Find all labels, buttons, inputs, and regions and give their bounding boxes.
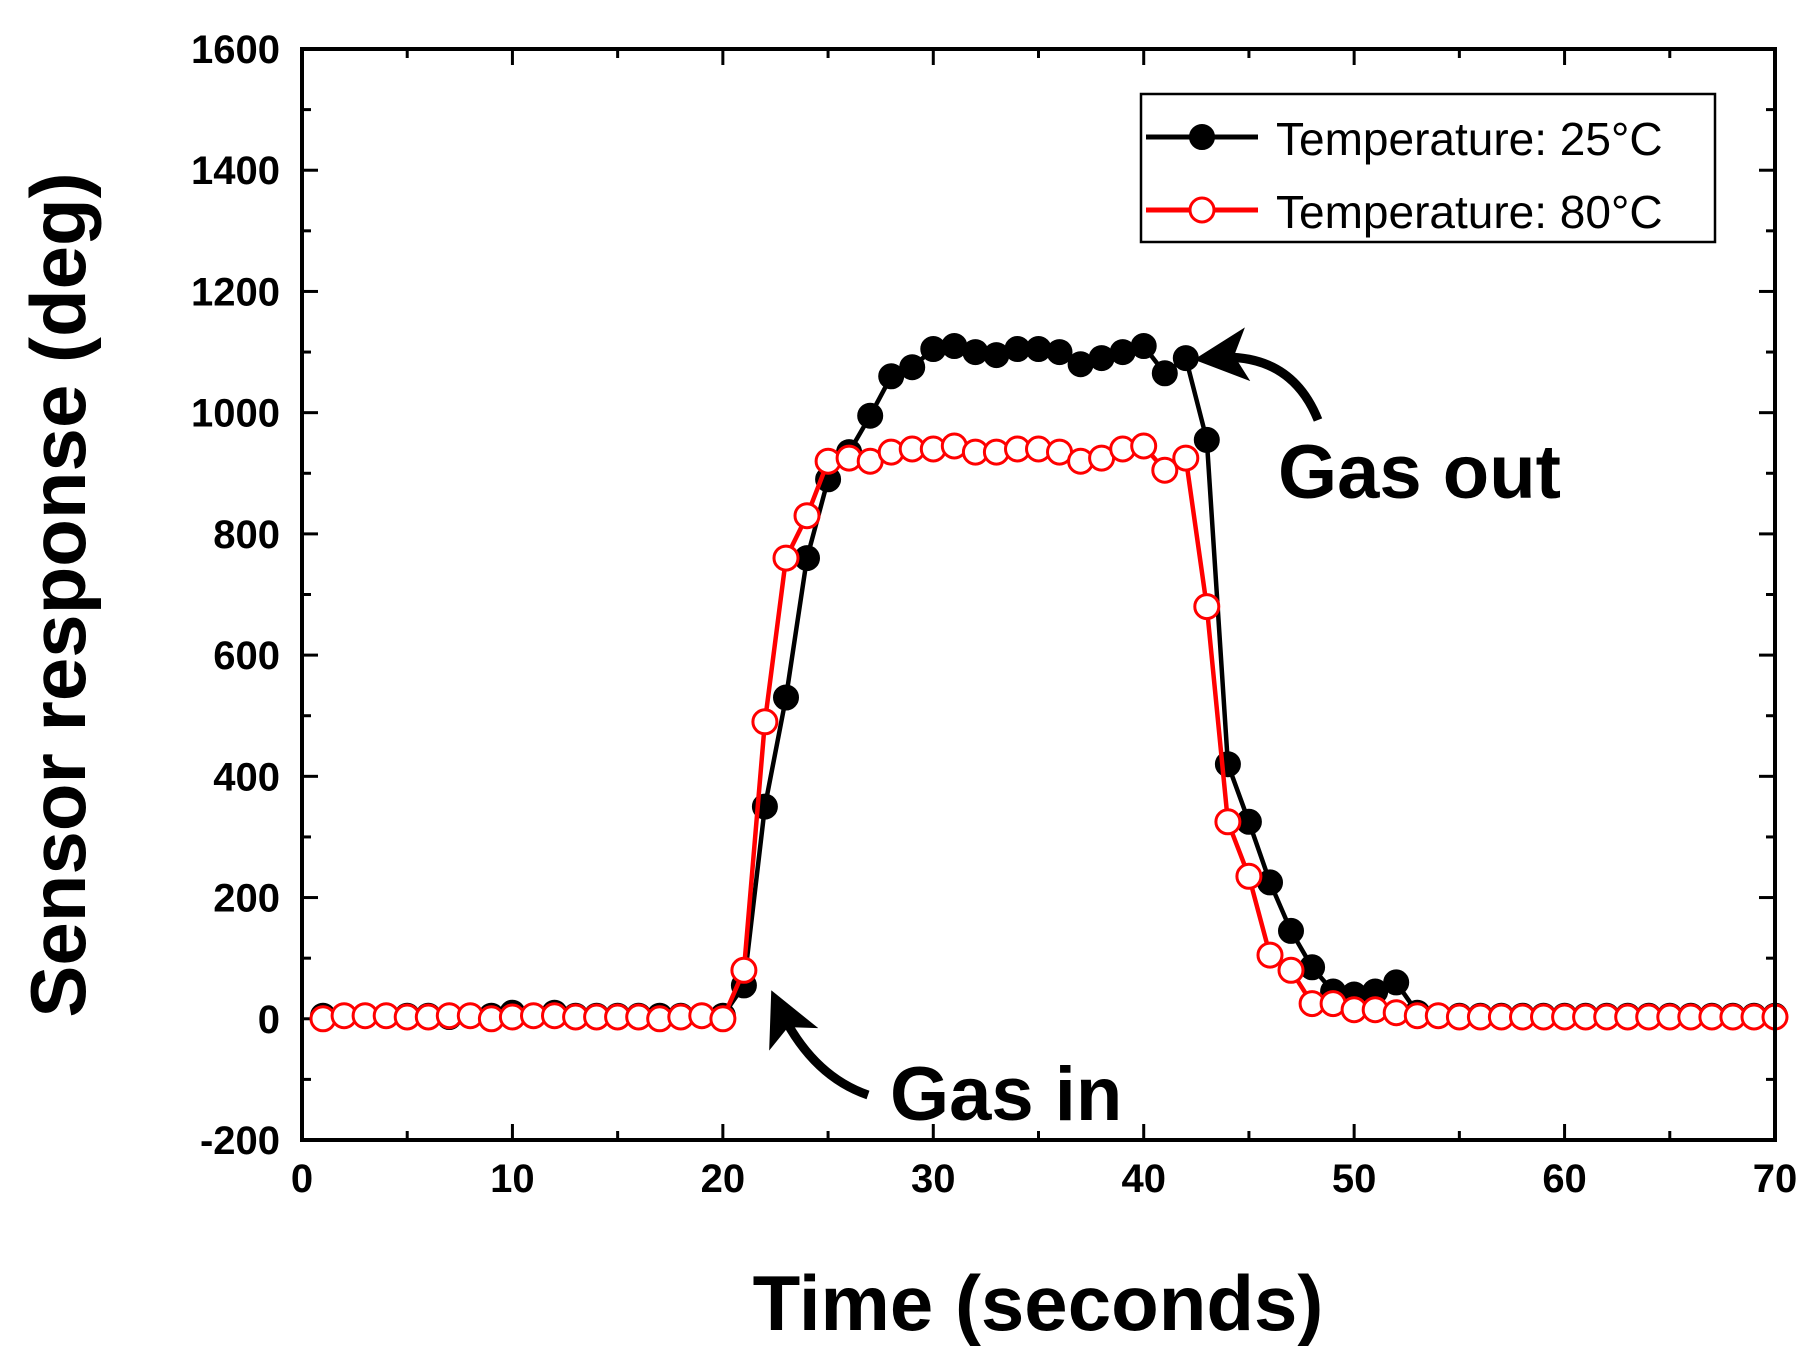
plot-frame (300, 47, 1777, 1142)
legend-marker-25c (1189, 124, 1215, 150)
gas-out-arrow (1193, 327, 1323, 422)
series-1 (309, 432, 1789, 1033)
data-point (1278, 917, 1304, 944)
legend-label-80c: Temperature: 80°C (1276, 186, 1663, 238)
legend-label-25c: Temperature: 25°C (1276, 113, 1663, 165)
annotation-gas-out-label: Gas out (1278, 430, 1561, 515)
data-point (1235, 862, 1263, 890)
plot-series (309, 333, 1789, 1033)
y-tick-label: 1600 (191, 28, 280, 72)
y-tick-label: 800 (213, 513, 280, 557)
tick-labels: 0 10 20 30 40 50 60 70-200020040060080010001200… (191, 28, 1797, 1201)
y-tick-label: 1200 (191, 270, 280, 314)
y-tick-label: 1000 (191, 392, 280, 436)
y-tick-label: 0 (258, 998, 280, 1042)
data-point (1193, 426, 1220, 453)
data-point (1130, 333, 1157, 359)
annotation-gas-in-label: Gas in (890, 1052, 1122, 1137)
data-point (1193, 593, 1221, 621)
x-tick-label: 60 (1542, 1157, 1587, 1201)
data-point (1151, 456, 1179, 484)
data-point (709, 1005, 737, 1033)
x-tick-label: 10 (490, 1157, 535, 1201)
x-tick-label: 0 (291, 1157, 313, 1201)
data-point (751, 708, 779, 736)
data-point (793, 502, 821, 530)
y-tick-label: 400 (213, 755, 280, 799)
gas-in-arrow (769, 990, 870, 1100)
x-tick-label: 50 (1332, 1157, 1377, 1201)
data-point (1172, 345, 1199, 372)
data-point (772, 544, 800, 572)
data-point (1046, 339, 1073, 366)
data-point (730, 956, 758, 984)
series-0 (310, 333, 1788, 1030)
x-axis-title: Time (seconds) (753, 1259, 1324, 1347)
data-point (1130, 432, 1158, 460)
data-point (899, 354, 926, 381)
x-tick-label: 40 (1121, 1157, 1166, 1201)
x-tick-label: 70 (1753, 1157, 1798, 1201)
legend: Temperature: 25°C Temperature: 80°C (1139, 92, 1717, 244)
data-point (1172, 444, 1200, 472)
data-point (1256, 941, 1284, 969)
data-point (1277, 956, 1305, 984)
data-point (1383, 969, 1410, 996)
y-tick-label: 1400 (191, 149, 280, 193)
data-point (1214, 808, 1242, 836)
y-tick-label: -200 (200, 1119, 280, 1163)
annotation-gas-out: Gas out (1193, 327, 1561, 515)
legend-marker-80c (1188, 196, 1216, 224)
annotation-gas-in: Gas in (769, 990, 1122, 1137)
series-line (322, 443, 1775, 1022)
x-tick-label: 30 (911, 1157, 956, 1201)
legend-box (1139, 92, 1717, 244)
data-point (1151, 360, 1178, 387)
data-point (773, 684, 799, 711)
data-point (857, 402, 884, 429)
y-tick-label: 600 (213, 634, 280, 678)
x-tick-label: 20 (701, 1157, 746, 1201)
y-tick-label: 200 (213, 877, 280, 921)
y-axis-title: Sensor response (deg) (14, 172, 102, 1017)
